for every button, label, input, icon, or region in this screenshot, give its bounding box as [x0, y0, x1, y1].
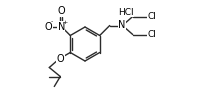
Text: N: N	[118, 21, 125, 31]
Text: Cl: Cl	[147, 12, 156, 21]
Text: N: N	[58, 21, 65, 32]
Text: O: O	[56, 54, 64, 64]
Text: O: O	[45, 21, 52, 32]
Text: +: +	[62, 20, 67, 24]
Text: HCl: HCl	[118, 8, 133, 17]
Text: O: O	[57, 7, 65, 17]
Text: Cl: Cl	[147, 30, 156, 39]
Text: -: -	[51, 20, 53, 24]
